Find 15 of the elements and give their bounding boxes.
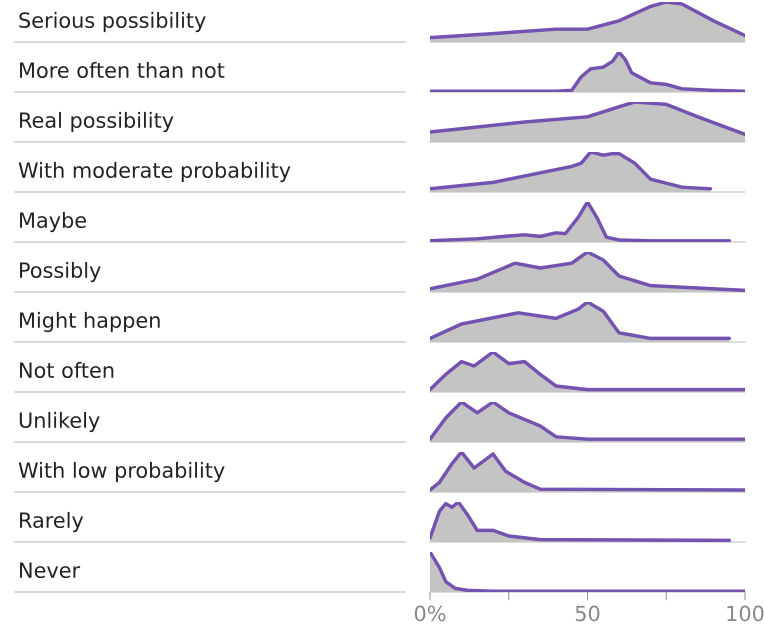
y-axis-title: Unlikely bbox=[20, 412, 100, 432]
x-tick-label: 100 bbox=[727, 606, 764, 622]
y-axis-title: With low probability bbox=[18, 462, 225, 482]
x-tick-label: 0% bbox=[414, 606, 446, 622]
y-axis-title: Never bbox=[20, 562, 80, 578]
y-axis-title: Might happen bbox=[20, 312, 160, 332]
y-axis-title: Not often bbox=[20, 362, 114, 378]
y-axis-title: Possibly bbox=[20, 262, 101, 282]
y-axis-title: Rarely bbox=[20, 512, 84, 532]
y-axis-title: With moderate probability bbox=[18, 162, 290, 182]
y-axis-title: More often than not bbox=[20, 62, 224, 78]
x-tick-label: 50 bbox=[576, 606, 600, 622]
y-axis-title: Real possibility bbox=[20, 112, 174, 132]
y-axis-title: Serious possibility bbox=[19, 12, 206, 32]
y-axis-title: Maybe bbox=[20, 212, 86, 232]
